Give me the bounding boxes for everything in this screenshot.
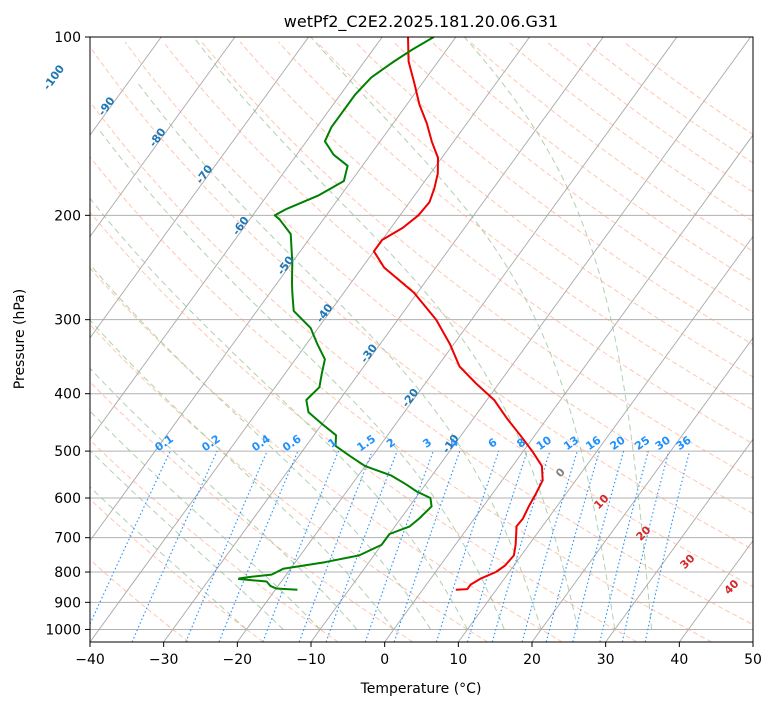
mixing-ratio-line [521, 450, 578, 642]
dry-adiabat [90, 101, 753, 626]
x-tick-label: −20 [223, 652, 253, 668]
mixing-ratio-line [298, 450, 373, 642]
moist-adiabat [192, 37, 579, 630]
isotherm-line [752, 641, 753, 642]
isotherm-label: -100 [40, 62, 67, 92]
moist-adiabat [310, 37, 616, 630]
background-lines [90, 37, 753, 642]
moist-adiabat [463, 37, 653, 630]
dry-adiabat [431, 41, 753, 283]
x-tick-label: 50 [744, 652, 762, 668]
dry-adiabat [90, 323, 488, 642]
isotherm-line [605, 438, 753, 642]
mixing-ratio-line [185, 450, 268, 642]
dry-adiabat [124, 41, 753, 551]
moist-adiabat [90, 410, 321, 630]
dry-adiabat [278, 41, 753, 411]
x-tick-label: 30 [597, 652, 615, 668]
isotherm-line [384, 134, 753, 642]
dry-adiabat [239, 41, 753, 445]
mixing-ratio-line [131, 450, 218, 642]
isotherm-line [90, 37, 457, 542]
dry-adiabat [90, 211, 638, 642]
moist-adiabat [138, 83, 542, 630]
moist-adiabat [99, 130, 505, 630]
x-tick-label: 0 [380, 652, 389, 668]
x-axis-label: Temperature (°C) [360, 681, 482, 697]
mixing-ratio-line [364, 450, 434, 642]
mixing-ratio-line [572, 450, 625, 642]
x-tick-label: −40 [75, 652, 105, 668]
y-tick-label: 1000 [45, 622, 81, 638]
y-tick-label: 400 [54, 387, 81, 403]
mixing-ratio-line [325, 450, 398, 642]
x-tick-label: 40 [670, 652, 688, 668]
plot-frame [89, 36, 754, 643]
isotherm-line [90, 37, 309, 339]
mixing-ratio-line [621, 450, 670, 642]
y-tick-label: 300 [54, 313, 81, 329]
moist-adiabat [90, 367, 358, 630]
mixing-ratio-line [262, 450, 340, 642]
y-tick-label: 500 [54, 444, 81, 460]
isotherm-line [163, 37, 604, 642]
mixing-ratio-line [393, 450, 461, 642]
moist-adiabat [90, 263, 432, 630]
mixing-ratio-line [491, 450, 551, 642]
y-axis-label: Pressure (hPa) [12, 289, 28, 389]
chart-title: wetPf2_C2E2.2025.181.20.06.G31 [284, 12, 558, 32]
profile-line [237, 37, 435, 591]
dry-adiabat [316, 41, 753, 378]
isotherm-line [90, 37, 383, 440]
dry-adiabat [354, 41, 753, 346]
moist-adiabat [90, 319, 395, 630]
x-tick-label: 20 [523, 652, 541, 668]
y-tick-label: 600 [54, 491, 81, 507]
y-tick-label: 900 [54, 595, 81, 611]
moist-adiabat [90, 197, 468, 630]
mixing-ratio-line [599, 450, 649, 642]
mixing-ratio-line [545, 450, 600, 642]
y-tick-label: 800 [54, 565, 81, 581]
dry-adiabat [163, 41, 753, 515]
axes: −40 −30 −20 −10 0 10 20 30 40 50 100 200 300 400 500 60… [45, 30, 762, 668]
mixing-ratio-line [466, 450, 528, 642]
plot-area [90, 37, 753, 642]
mixing-ratio-line [435, 450, 500, 642]
dry-adiabat [90, 156, 712, 642]
profile-lines [237, 37, 544, 591]
dry-adiabat [546, 41, 753, 193]
isotherm-line [531, 337, 753, 642]
profile-line [372, 37, 544, 591]
isotherm-line [457, 235, 753, 642]
moist-adiabat [90, 486, 247, 630]
y-tick-label: 200 [54, 208, 81, 224]
isotherm-line [90, 37, 530, 642]
dry-adiabat [201, 41, 753, 479]
mixing-ratio-line [644, 450, 691, 642]
x-tick-label: 10 [449, 652, 467, 668]
x-tick-label: −30 [149, 652, 179, 668]
y-tick-label: 700 [54, 531, 81, 547]
dry-adiabat [508, 41, 753, 222]
dry-adiabat [90, 267, 563, 642]
y-tick-label: 100 [54, 30, 81, 46]
mixing-ratio-line [218, 450, 299, 642]
isotherm-line [236, 37, 678, 642]
isotherm-line [90, 37, 236, 238]
dry-adiabat [90, 498, 264, 642]
x-tick-label: −10 [296, 652, 326, 668]
